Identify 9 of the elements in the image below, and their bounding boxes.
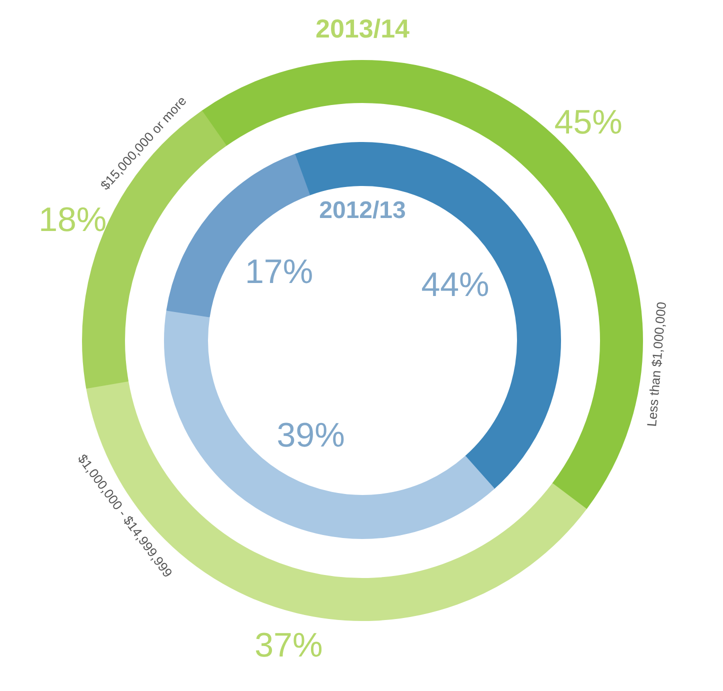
slice-label: 2013/14 [316, 14, 410, 44]
slice-label: 2012/13 [319, 197, 406, 224]
data-label: 44% [421, 266, 490, 304]
slice-label: Less than $1,000,000 [644, 301, 670, 428]
data-label: 39% [276, 416, 345, 454]
data-label: 18% [38, 200, 107, 239]
data-label: 45% [554, 103, 622, 142]
data-label: 17% [245, 252, 314, 291]
data-label: 37% [254, 626, 323, 665]
